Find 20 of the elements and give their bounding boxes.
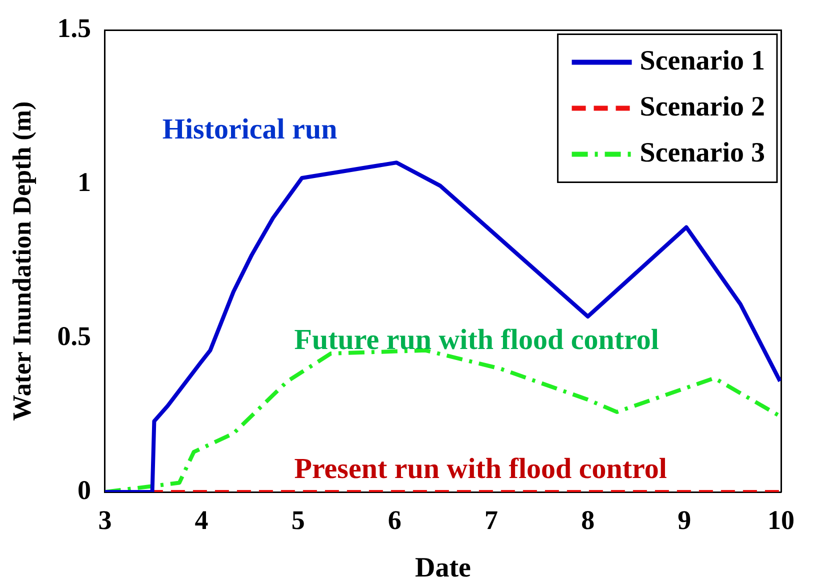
x-tick-label: 7	[484, 505, 498, 536]
annotation: Future run with flood control	[294, 324, 659, 356]
x-tick-label: 3	[98, 505, 112, 536]
legend-label: Scenario 1	[640, 45, 766, 76]
x-tick-label: 6	[388, 505, 402, 536]
y-tick-label: 1	[77, 167, 91, 198]
y-tick-label: 0	[77, 474, 91, 505]
legend-label: Scenario 3	[640, 137, 766, 168]
x-tick-label: 5	[291, 505, 305, 536]
y-tick-label: 1.5	[57, 13, 91, 44]
x-tick-label: 8	[581, 505, 595, 536]
x-tick-label: 9	[678, 505, 692, 536]
x-tick-label: 4	[194, 505, 208, 536]
legend-label: Scenario 2	[640, 91, 766, 122]
annotation: Historical run	[162, 114, 338, 146]
y-axis-title: Water Inundation Depth (m)	[7, 101, 36, 421]
annotation: Present run with flood control	[294, 453, 667, 486]
x-tick-label: 10	[768, 505, 794, 536]
y-tick-label: 0.5	[57, 321, 91, 352]
x-axis-title: Date	[414, 552, 471, 584]
